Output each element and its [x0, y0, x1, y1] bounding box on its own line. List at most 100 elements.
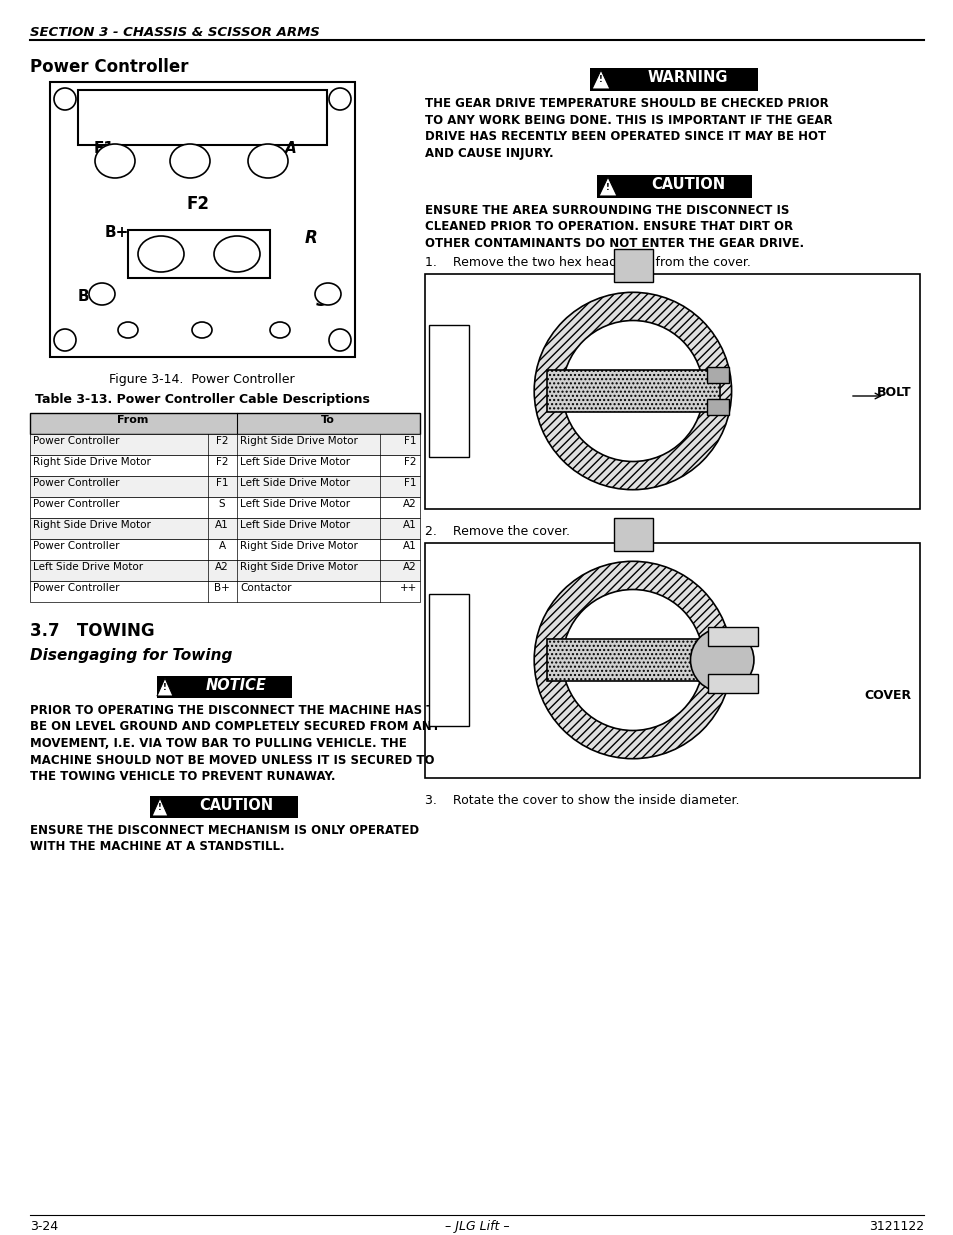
Ellipse shape — [170, 144, 210, 178]
Ellipse shape — [248, 144, 288, 178]
Bar — [30, 559, 419, 580]
Ellipse shape — [118, 322, 138, 338]
Ellipse shape — [192, 322, 212, 338]
Text: Power Controller: Power Controller — [33, 499, 119, 509]
Bar — [424, 543, 919, 778]
Bar — [30, 496, 419, 517]
Text: PRIOR TO OPERATING THE DISCONNECT THE MACHINE HAS TO
BE ON LEVEL GROUND AND COMP: PRIOR TO OPERATING THE DISCONNECT THE MA… — [30, 704, 444, 783]
Ellipse shape — [270, 322, 290, 338]
Text: ENSURE THE DISCONNECT MECHANISM IS ONLY OPERATED
WITH THE MACHINE AT A STANDSTIL: ENSURE THE DISCONNECT MECHANISM IS ONLY … — [30, 824, 418, 853]
Text: NOTICE: NOTICE — [205, 678, 266, 693]
Text: !: ! — [158, 804, 162, 813]
Circle shape — [562, 589, 702, 730]
Text: !: ! — [605, 183, 609, 191]
Text: Power Controller: Power Controller — [33, 436, 119, 446]
Bar — [157, 676, 292, 698]
Text: F2: F2 — [215, 457, 228, 467]
Text: 3.    Rotate the cover to show the inside diameter.: 3. Rotate the cover to show the inside d… — [424, 794, 739, 806]
Bar — [589, 68, 758, 91]
Text: S: S — [315, 291, 328, 310]
Circle shape — [54, 329, 76, 351]
Text: B+: B+ — [213, 583, 230, 593]
Polygon shape — [592, 70, 609, 89]
Text: 3121122: 3121122 — [868, 1220, 923, 1233]
Text: Left Side Drive Motor: Left Side Drive Motor — [240, 457, 350, 467]
Bar — [30, 454, 419, 475]
Text: Power Controller: Power Controller — [33, 541, 119, 551]
Circle shape — [329, 329, 351, 351]
Bar — [707, 367, 729, 383]
Text: A1: A1 — [403, 541, 416, 551]
Text: ENSURE THE AREA SURROUNDING THE DISCONNECT IS
CLEANED PRIOR TO OPERATION. ENSURE: ENSURE THE AREA SURROUNDING THE DISCONNE… — [424, 204, 803, 249]
Bar — [707, 627, 757, 646]
Text: B-: B- — [78, 289, 96, 304]
Text: Left Side Drive Motor: Left Side Drive Motor — [240, 478, 350, 488]
Text: F2: F2 — [186, 195, 210, 212]
Text: ++: ++ — [399, 583, 416, 593]
Text: F1: F1 — [404, 436, 416, 446]
Text: A1: A1 — [214, 520, 229, 530]
Text: From: From — [117, 415, 149, 425]
Text: Right Side Drive Motor: Right Side Drive Motor — [240, 436, 357, 446]
Bar — [128, 230, 270, 278]
Bar — [429, 325, 468, 457]
Text: 1.    Remove the two hex head bolts from the cover.: 1. Remove the two hex head bolts from th… — [424, 256, 750, 269]
Ellipse shape — [138, 236, 184, 272]
Text: Left Side Drive Motor: Left Side Drive Motor — [33, 562, 143, 572]
Text: 3.7   TOWING: 3.7 TOWING — [30, 622, 154, 640]
Text: 2.    Remove the cover.: 2. Remove the cover. — [424, 525, 569, 538]
Text: A2: A2 — [403, 499, 416, 509]
Bar — [50, 82, 355, 357]
Ellipse shape — [314, 283, 340, 305]
Circle shape — [534, 561, 731, 758]
Text: Right Side Drive Motor: Right Side Drive Motor — [240, 541, 357, 551]
Text: WARNING: WARNING — [647, 70, 727, 85]
Text: A2: A2 — [403, 562, 416, 572]
Text: A: A — [218, 541, 225, 551]
Bar — [546, 369, 720, 412]
Text: !: ! — [163, 683, 167, 693]
Text: F1: F1 — [94, 141, 114, 156]
Text: A1: A1 — [403, 520, 416, 530]
Circle shape — [534, 293, 731, 490]
Bar — [614, 519, 653, 551]
Text: 3-24: 3-24 — [30, 1220, 58, 1233]
Polygon shape — [157, 678, 172, 697]
Text: To: To — [321, 415, 335, 425]
Bar — [30, 580, 419, 601]
Bar — [78, 90, 327, 144]
Text: – JLG Lift –: – JLG Lift – — [444, 1220, 509, 1233]
Text: BOLT: BOLT — [877, 387, 911, 399]
Circle shape — [329, 88, 351, 110]
Text: F2: F2 — [404, 457, 416, 467]
Text: S: S — [218, 499, 225, 509]
Text: CAUTION: CAUTION — [199, 798, 273, 813]
Bar — [30, 433, 419, 454]
Text: SECTION 3 - CHASSIS & SCISSOR ARMS: SECTION 3 - CHASSIS & SCISSOR ARMS — [30, 26, 319, 40]
Text: R: R — [305, 228, 317, 247]
Text: Power Controller: Power Controller — [30, 58, 189, 77]
Ellipse shape — [89, 283, 115, 305]
Text: !: ! — [598, 75, 602, 84]
Bar — [150, 797, 297, 818]
Polygon shape — [598, 177, 617, 196]
Text: THE GEAR DRIVE TEMPERATURE SHOULD BE CHECKED PRIOR
TO ANY WORK BEING DONE. THIS : THE GEAR DRIVE TEMPERATURE SHOULD BE CHE… — [424, 98, 832, 159]
Text: B+: B+ — [105, 225, 130, 240]
Circle shape — [690, 629, 753, 692]
Bar — [614, 249, 653, 282]
Text: Power Controller: Power Controller — [33, 583, 119, 593]
Ellipse shape — [95, 144, 135, 178]
Text: CAUTION: CAUTION — [650, 177, 724, 191]
Text: Right Side Drive Motor: Right Side Drive Motor — [33, 457, 151, 467]
Text: Left Side Drive Motor: Left Side Drive Motor — [240, 520, 350, 530]
Bar — [597, 175, 751, 198]
Text: F1: F1 — [215, 478, 228, 488]
Text: COVER: COVER — [864, 689, 911, 703]
Text: A: A — [285, 141, 296, 156]
Bar — [30, 475, 419, 496]
Text: Right Side Drive Motor: Right Side Drive Motor — [240, 562, 357, 572]
Bar — [424, 274, 919, 509]
Text: F2: F2 — [215, 436, 228, 446]
Bar — [30, 412, 419, 433]
Bar — [707, 399, 729, 415]
